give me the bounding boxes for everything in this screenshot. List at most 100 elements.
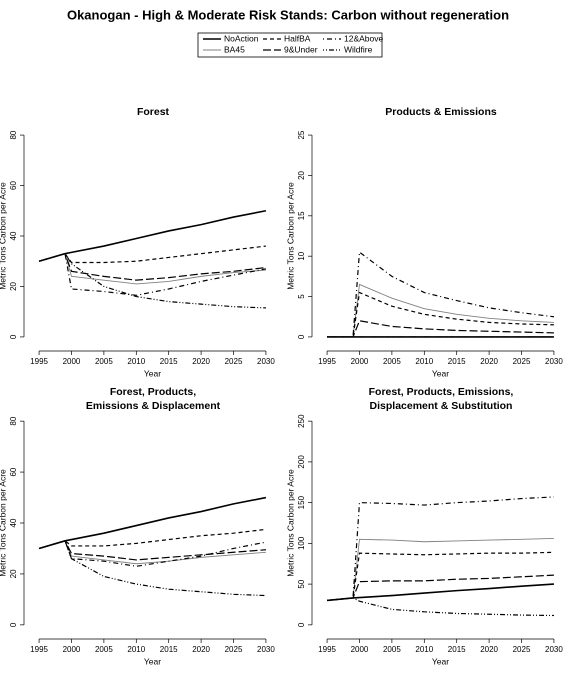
x-tick-label: 2025 <box>513 645 531 654</box>
legend-label: BA45 <box>224 44 245 54</box>
y-tick-label: 0 <box>297 334 306 339</box>
y-tick-label: 60 <box>9 467 18 476</box>
y-tick-label: 200 <box>297 455 306 469</box>
legend-label: 9&Under <box>284 44 318 54</box>
panel-title: Forest <box>137 106 170 118</box>
series-line <box>327 283 554 338</box>
x-tick-label: 2030 <box>545 357 563 366</box>
x-tick-label: 2020 <box>480 645 498 654</box>
x-axis-label: Year <box>144 368 161 378</box>
panel: Forest, Products, Emissions, Displacement… <box>285 386 563 666</box>
series-line <box>38 252 266 309</box>
y-tick-label: 5 <box>297 294 306 299</box>
x-tick-label: 2015 <box>160 357 178 366</box>
x-tick-label: 2000 <box>63 357 81 366</box>
x-tick-label: 2020 <box>192 357 210 366</box>
x-tick-label: 2010 <box>415 357 433 366</box>
x-tick-label: 2020 <box>480 357 498 366</box>
series-line <box>327 496 554 602</box>
x-tick-label: 2000 <box>351 357 369 366</box>
y-tick-label: 0 <box>9 334 18 339</box>
series-line <box>327 251 555 338</box>
y-tick-label: 250 <box>297 414 306 428</box>
series-line <box>327 291 554 338</box>
y-tick-label: 0 <box>9 622 18 627</box>
x-tick-label: 2005 <box>95 357 113 366</box>
x-tick-label: 2015 <box>448 645 466 654</box>
y-tick-label: 25 <box>297 130 306 139</box>
y-tick-label: 60 <box>9 181 18 190</box>
legend-label: Wildfire <box>344 44 373 54</box>
y-tick-label: 80 <box>9 416 18 425</box>
x-tick-label: 2010 <box>127 357 145 366</box>
y-tick-label: 10 <box>297 251 306 260</box>
y-axis-label: Metric Tons Carbon per Acre <box>285 182 295 290</box>
figure-title: Okanogan - High & Moderate Risk Stands: … <box>67 7 509 22</box>
series-line <box>327 551 554 602</box>
y-tick-label: 20 <box>9 281 18 290</box>
x-tick-label: 2005 <box>95 645 113 654</box>
y-tick-label: 20 <box>297 170 306 179</box>
x-tick-label: 2010 <box>127 645 145 654</box>
x-tick-label: 2000 <box>351 645 369 654</box>
y-tick-label: 0 <box>297 622 306 627</box>
x-tick-label: 2030 <box>257 357 275 366</box>
series-line <box>38 252 266 281</box>
x-tick-label: 2005 <box>383 645 401 654</box>
series-line <box>38 209 267 262</box>
x-tick-label: 2030 <box>257 645 275 654</box>
x-tick-label: 2010 <box>415 645 433 654</box>
legend-label: HalfBA <box>284 33 311 43</box>
x-axis-label: Year <box>144 656 161 666</box>
series-line <box>38 496 267 550</box>
series-line <box>327 320 554 338</box>
series-line <box>38 245 266 264</box>
y-tick-label: 80 <box>9 130 18 139</box>
series-line <box>38 540 266 561</box>
x-tick-label: 1995 <box>318 357 336 366</box>
x-tick-label: 2015 <box>448 357 466 366</box>
x-tick-label: 2015 <box>160 645 178 654</box>
y-axis-label: Metric Tons Carbon per Acre <box>0 469 7 577</box>
series-line <box>38 252 267 296</box>
x-tick-label: 1995 <box>318 645 336 654</box>
legend-label: 12&Above <box>344 33 383 43</box>
panel-title: Forest, Products, Emissions, <box>369 386 514 398</box>
y-axis-label: Metric Tons Carbon per Acre <box>285 469 295 577</box>
y-tick-label: 20 <box>9 569 18 578</box>
x-tick-label: 2030 <box>545 645 563 654</box>
y-tick-label: 40 <box>9 518 18 527</box>
y-tick-label: 150 <box>297 495 306 509</box>
x-tick-label: 2025 <box>225 645 243 654</box>
panel-title: Displacement & Substitution <box>370 400 513 412</box>
panel-title: Products & Emissions <box>385 106 497 118</box>
series-line <box>327 574 554 602</box>
legend-box <box>197 32 383 58</box>
x-tick-label: 2025 <box>225 357 243 366</box>
x-tick-label: 1995 <box>30 645 48 654</box>
series-line <box>38 528 267 550</box>
y-tick-label: 15 <box>297 211 306 220</box>
series-line <box>327 597 554 617</box>
panel: Forest 0 20 40 60 80 1995 2000 2005 2010 2015 2020 2… <box>0 106 275 378</box>
y-tick-label: 40 <box>9 231 18 240</box>
x-tick-label: 2020 <box>192 645 210 654</box>
y-tick-label: 50 <box>297 579 306 588</box>
series-line <box>38 540 267 567</box>
series-line <box>326 583 554 602</box>
series-line <box>327 538 554 601</box>
series-line <box>38 540 266 597</box>
x-tick-label: 2025 <box>513 357 531 366</box>
legend-label: NoAction <box>224 33 259 43</box>
y-tick-label: 100 <box>297 536 306 550</box>
panel: Forest, Products, Emissions & Displacemen… <box>0 386 275 666</box>
panel-title: Forest, Products, <box>110 386 196 398</box>
x-tick-label: 2005 <box>383 357 401 366</box>
y-axis-label: Metric Tons Carbon per Acre <box>0 182 7 290</box>
x-axis-label: Year <box>432 656 449 666</box>
x-tick-label: 1995 <box>30 357 48 366</box>
x-tick-label: 2000 <box>63 645 81 654</box>
x-axis-label: Year <box>432 368 449 378</box>
